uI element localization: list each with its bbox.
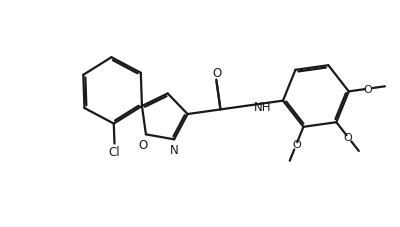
- Text: O: O: [292, 140, 301, 150]
- Text: O: O: [212, 66, 221, 79]
- Text: NH: NH: [253, 100, 271, 113]
- Text: N: N: [170, 143, 179, 156]
- Text: O: O: [138, 139, 147, 152]
- Text: Cl: Cl: [109, 145, 120, 158]
- Text: O: O: [344, 132, 352, 142]
- Text: O: O: [363, 84, 372, 94]
